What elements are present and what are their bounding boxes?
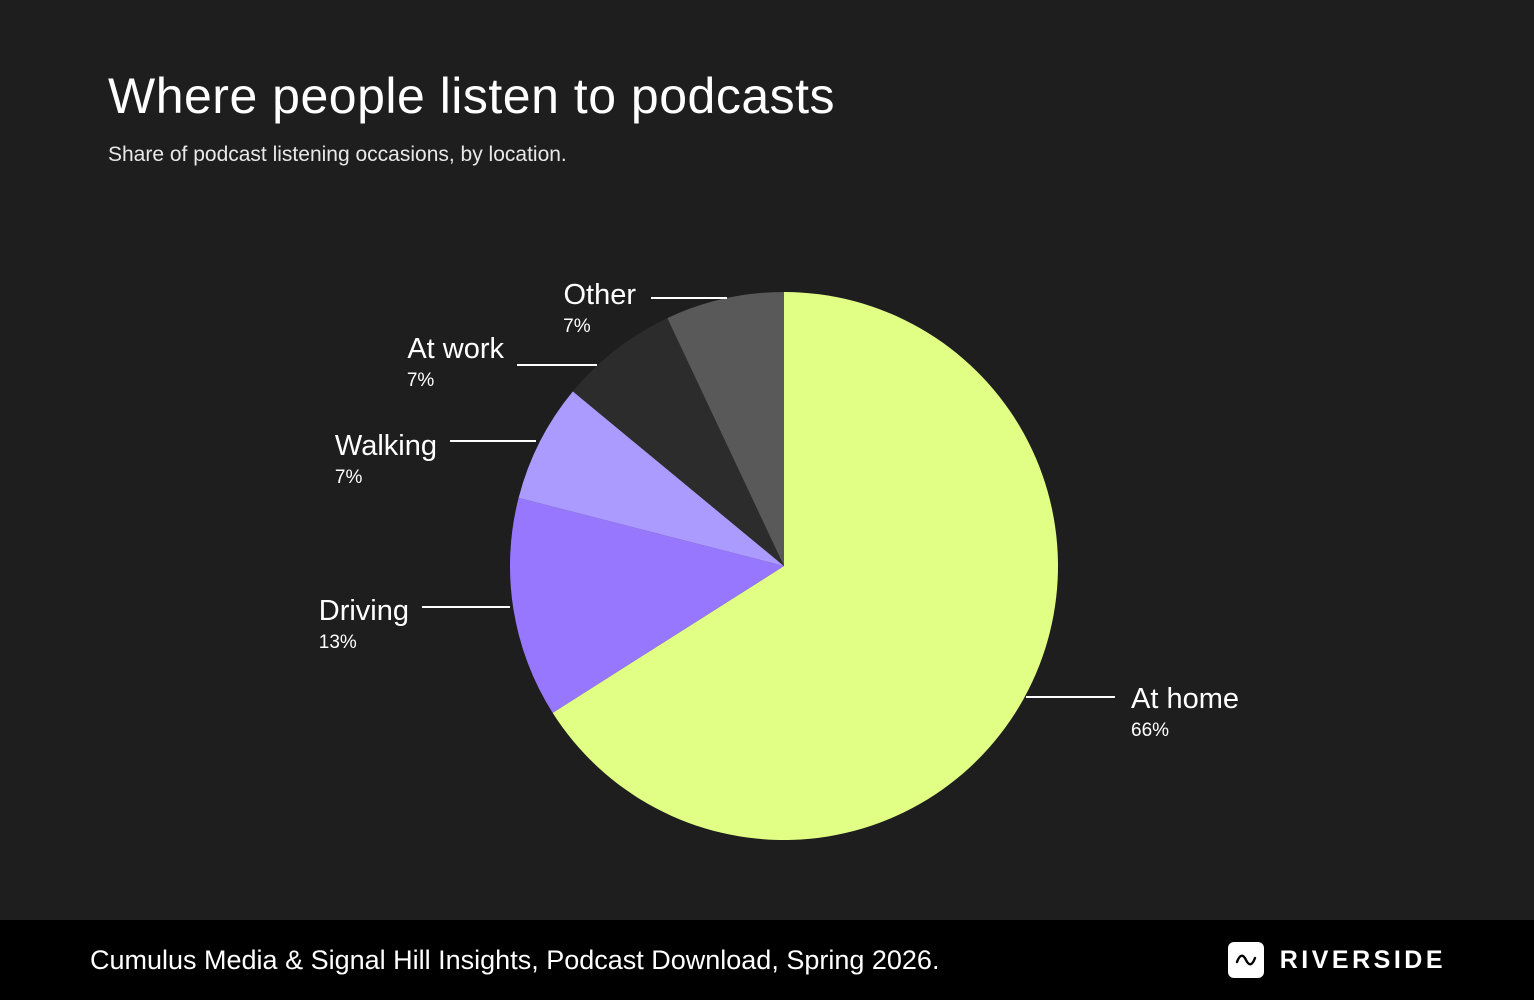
pie-slice-at-work [572, 318, 784, 566]
slice-value-at-home: 66% [1131, 720, 1169, 741]
footer: Cumulus Media & Signal Hill Insights, Po… [0, 920, 1534, 1000]
slice-label-other: Other [563, 279, 636, 311]
brand: RIVERSIDE [1227, 942, 1446, 978]
source-text: Cumulus Media & Signal Hill Insights, Po… [90, 945, 940, 975]
slice-label-driving: Driving [319, 595, 409, 627]
pie-slice-walking [518, 391, 784, 566]
chart-title: Where people listen to podcasts [108, 68, 836, 124]
pie-chart: At home 66% Driving 13% Walking 7% At work 7% Ot… [319, 279, 1239, 840]
slice-label-at-home: At home [1131, 683, 1239, 715]
slice-value-at-work: 7% [407, 370, 435, 391]
brand-name: RIVERSIDE [1279, 945, 1446, 974]
wave-icon [1227, 942, 1264, 978]
slice-value-driving: 13% [319, 632, 357, 653]
slice-label-walking: Walking [335, 430, 437, 462]
chart-subtitle: Share of podcast listening occasions, by… [108, 143, 567, 166]
pie-slice-driving [509, 497, 784, 713]
slice-value-other: 7% [563, 316, 591, 337]
pie-slice-at-home [552, 292, 1058, 840]
slice-label-at-work: At work [407, 333, 504, 365]
slice-value-walking: 7% [335, 467, 363, 488]
pie-slice-other [667, 292, 784, 566]
